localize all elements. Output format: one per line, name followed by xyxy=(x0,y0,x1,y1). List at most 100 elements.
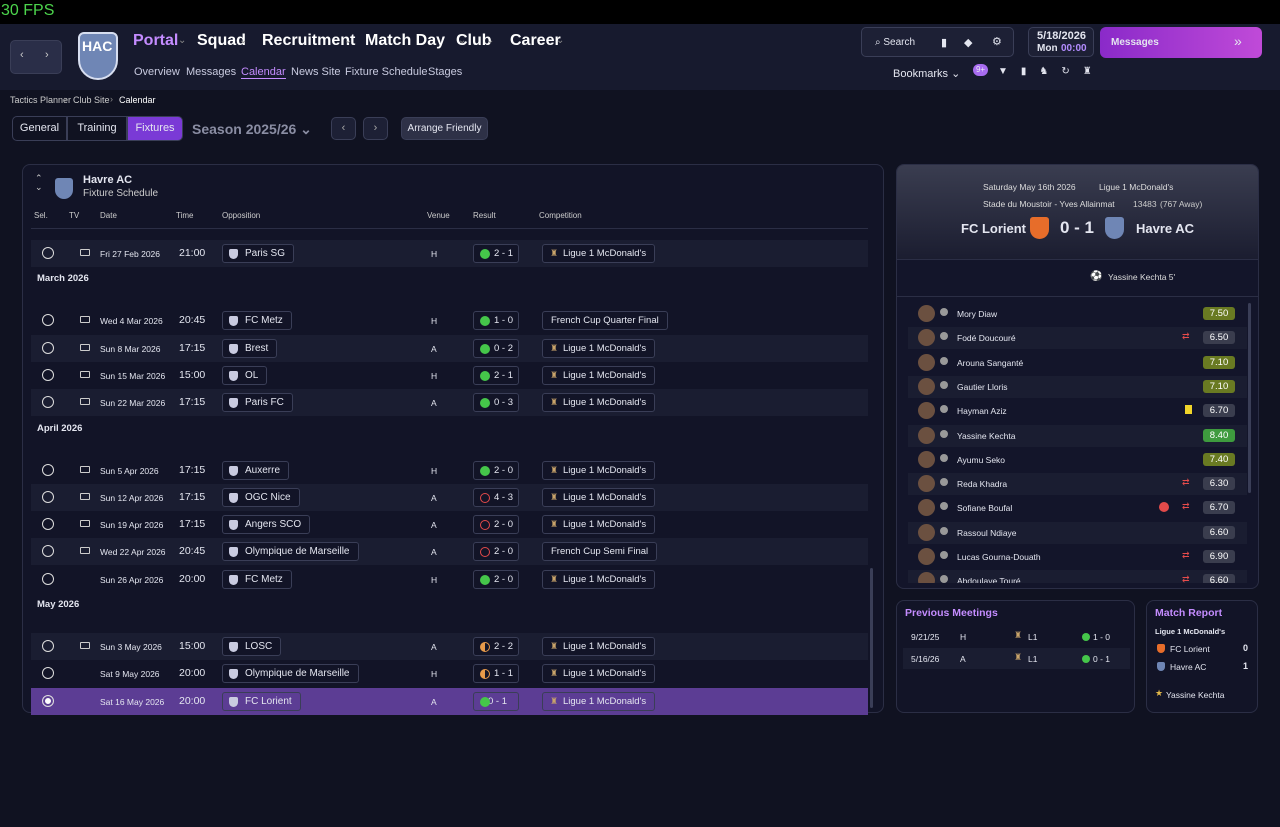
select-radio[interactable] xyxy=(42,396,54,409)
back[interactable]: ‹ xyxy=(20,49,24,61)
select-radio[interactable] xyxy=(42,247,54,259)
fixture-row[interactable]: Sun 15 Mar 2026 15:00 OL H 2 - 1 Ligue 1 McDo… xyxy=(31,362,868,389)
select-radio[interactable] xyxy=(42,490,54,503)
nav-item[interactable]: Match Day xyxy=(365,32,446,49)
competition-pill[interactable]: Ligue 1 McDonald's ♜ xyxy=(542,338,656,358)
competition-pill[interactable]: Ligue 1 McDonald's ♜ xyxy=(542,637,656,656)
competition-pill[interactable]: Ligue 1 McDonald's ♜ xyxy=(542,664,656,684)
player-row[interactable]: Reda Khadra ⇄ 6.30 xyxy=(908,473,1247,496)
opposition-pill[interactable]: Olympique de Marseille xyxy=(222,542,359,562)
opposition-pill[interactable]: Auxerre xyxy=(222,460,290,480)
nav-caret[interactable]: ⌄ xyxy=(458,35,467,46)
season-label[interactable]: Season 2025/26 xyxy=(192,121,297,137)
select-radio[interactable] xyxy=(42,640,54,652)
opposition-pill[interactable]: Angers SCO xyxy=(222,515,311,535)
bookmarks-label[interactable]: Bookmarks xyxy=(893,68,949,80)
search[interactable]: ⌕ Search xyxy=(875,37,916,48)
nav-item[interactable]: Career xyxy=(510,32,561,49)
opposition-pill[interactable]: Brest xyxy=(222,338,278,358)
opposition-pill[interactable]: LOSC xyxy=(222,637,282,656)
select-radio[interactable] xyxy=(42,341,54,354)
opposition-pill[interactable]: Paris SG xyxy=(222,244,295,263)
messages-button[interactable] xyxy=(1100,27,1262,58)
sub-nav-item[interactable]: News Site xyxy=(291,66,341,78)
arrange-friendly[interactable]: Arrange Friendly xyxy=(401,117,488,140)
nav-item[interactable]: Portal xyxy=(133,32,179,49)
sub-nav-item[interactable]: Fixture Schedule xyxy=(345,66,428,78)
competition-pill[interactable]: Ligue 1 McDonald's ♜ xyxy=(542,487,656,507)
select-radio[interactable] xyxy=(42,667,54,680)
fixture-row[interactable]: Sun 26 Apr 2026 20:00 FC Metz H 2 - 0 Ligue 1… xyxy=(31,566,868,593)
settings-icon[interactable]: ⚙ xyxy=(992,36,1002,48)
player-row[interactable]: Hayman Aziz 6.70 xyxy=(908,400,1247,422)
competition-pill[interactable]: Ligue 1 McDonald's ♜ xyxy=(542,691,656,711)
fixture-row[interactable]: Wed 22 Apr 2026 20:45 Olympique de Marseil… xyxy=(31,538,868,566)
competition-pill[interactable]: Ligue 1 McDonald's ♜ xyxy=(542,365,656,385)
fixture-row[interactable]: Sun 12 Apr 2026 17:15 OGC Nice A 4 - 3 Ligue … xyxy=(31,483,868,511)
messages-label[interactable]: Messages xyxy=(1111,37,1159,48)
select-radio[interactable] xyxy=(42,463,54,476)
nav-caret[interactable]: ⌄ xyxy=(239,35,248,46)
bookmarks[interactable]: Bookmarks ⌄ xyxy=(893,68,961,80)
fixture-row[interactable]: Fri 27 Feb 2026 21:00 Paris SG H 2 - 1 Ligue … xyxy=(31,240,868,267)
competition-pill[interactable]: Ligue 1 McDonald's ♜ xyxy=(542,393,656,413)
select-radio[interactable] xyxy=(42,518,54,531)
player-row[interactable]: Rassoul Ndiaye 6.60 xyxy=(908,521,1247,544)
opposition-pill[interactable]: Olympique de Marseille xyxy=(222,664,359,684)
player-row[interactable]: Arouna Sanganté 7.10 xyxy=(908,352,1247,374)
select-radio[interactable] xyxy=(42,572,54,585)
fixture-row[interactable]: Sat 16 May 2026 20:00 FC Lorient A 0 - 1 Ligu… xyxy=(31,687,868,715)
sub-nav-item[interactable]: Calendar xyxy=(241,66,286,79)
opposition-pill[interactable]: FC Metz xyxy=(222,311,292,331)
bookmark-icons[interactable]: ▼▮♞↻♜ xyxy=(998,66,1105,77)
player-row[interactable]: Fodé Doucouré ⇄ 6.50 xyxy=(908,327,1247,350)
sub-nav-item[interactable]: Messages xyxy=(186,66,237,78)
player-row[interactable]: Sofiane Boufal ⇄ 6.70 xyxy=(908,497,1247,519)
opposition-pill[interactable]: FC Metz xyxy=(222,569,292,589)
next-season[interactable]: › xyxy=(363,117,388,140)
nav-caret[interactable]: ⌄ xyxy=(556,35,565,46)
competition-pill[interactable]: Ligue 1 McDonald's ♜ xyxy=(542,515,656,535)
scrollbar[interactable] xyxy=(870,568,873,708)
competition-pill[interactable]: Ligue 1 McDonald's ♜ xyxy=(542,460,656,480)
player-row[interactable]: Lucas Gourna-Douath ⇄ 6.90 xyxy=(908,546,1247,568)
competition-pill[interactable]: Ligue 1 McDonald's ♜ xyxy=(542,569,656,589)
tab[interactable]: Fixtures xyxy=(127,116,183,141)
search-label[interactable]: Search xyxy=(883,37,916,48)
fixture-row[interactable]: Wed 4 Mar 2026 20:45 FC Metz H 1 - 0 French C… xyxy=(31,307,868,334)
fixture-row[interactable]: Sun 19 Apr 2026 17:15 Angers SCO A 2 - 0 Ligu… xyxy=(31,511,868,538)
select-radio[interactable] xyxy=(42,314,54,327)
breadcrumb-item[interactable]: Tactics Planner xyxy=(10,95,72,105)
forward[interactable]: › xyxy=(45,49,49,61)
player-row[interactable]: Gautier Lloris 7.10 xyxy=(908,375,1247,398)
opposition-pill[interactable]: OL xyxy=(222,365,268,385)
player-row[interactable]: Mory Diaw 7.50 xyxy=(908,303,1247,325)
collapse[interactable]: ⌃ ⌄ xyxy=(35,173,43,192)
fixture-row[interactable]: Sun 3 May 2026 15:00 LOSC A 2 - 2 Ligue 1 McD… xyxy=(31,633,868,660)
opposition-pill[interactable]: FC Lorient xyxy=(222,691,301,711)
fixture-row[interactable]: Sun 5 Apr 2026 17:15 Auxerre H 2 - 0 Ligue 1 … xyxy=(31,457,868,484)
opposition-pill[interactable]: Paris FC xyxy=(222,393,293,413)
competition-pill[interactable]: Ligue 1 McDonald's ♜ xyxy=(542,244,656,263)
nav-item[interactable]: Club xyxy=(456,32,492,49)
nav-item[interactable]: Squad xyxy=(197,32,246,49)
sub-nav-item[interactable]: Stages xyxy=(428,66,463,78)
nav-caret[interactable]: ⌄ xyxy=(486,35,495,46)
list-scrollbar[interactable] xyxy=(1248,303,1251,493)
breadcrumb-item[interactable]: Calendar xyxy=(119,95,156,105)
fixture-row[interactable]: Sat 9 May 2026 20:00 Olympique de Marseill… xyxy=(31,660,868,687)
select-radio[interactable] xyxy=(42,368,54,381)
club-icon[interactable]: ◆ xyxy=(964,37,973,49)
nav-caret[interactable]: ⌄ xyxy=(178,35,187,46)
select-radio[interactable] xyxy=(42,545,54,558)
clock[interactable] xyxy=(1028,27,1094,57)
opposition-pill[interactable]: OGC Nice xyxy=(222,487,300,507)
competition-pill[interactable]: French Cup Quarter Final xyxy=(542,311,668,331)
sub-nav-item[interactable]: Overview xyxy=(134,66,180,78)
messages-arrow[interactable]: » xyxy=(1234,33,1242,49)
bookmark-icon[interactable]: ▮ xyxy=(941,37,948,49)
select-radio[interactable] xyxy=(42,694,54,707)
tab[interactable]: General xyxy=(12,116,67,141)
club-crest[interactable] xyxy=(78,32,118,80)
fixture-row[interactable]: Sun 22 Mar 2026 17:15 Paris FC A 0 - 3 Ligue … xyxy=(31,389,868,417)
